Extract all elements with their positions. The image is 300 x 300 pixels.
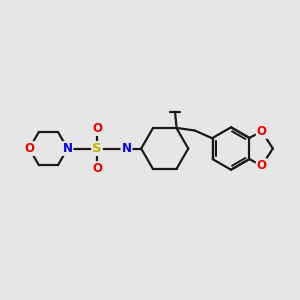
Text: S: S xyxy=(92,142,102,155)
Text: O: O xyxy=(257,159,267,172)
Text: O: O xyxy=(92,122,102,135)
Text: N: N xyxy=(63,142,73,155)
Text: O: O xyxy=(92,162,102,175)
Text: O: O xyxy=(257,125,267,138)
Text: O: O xyxy=(24,142,34,155)
Text: N: N xyxy=(122,142,131,155)
